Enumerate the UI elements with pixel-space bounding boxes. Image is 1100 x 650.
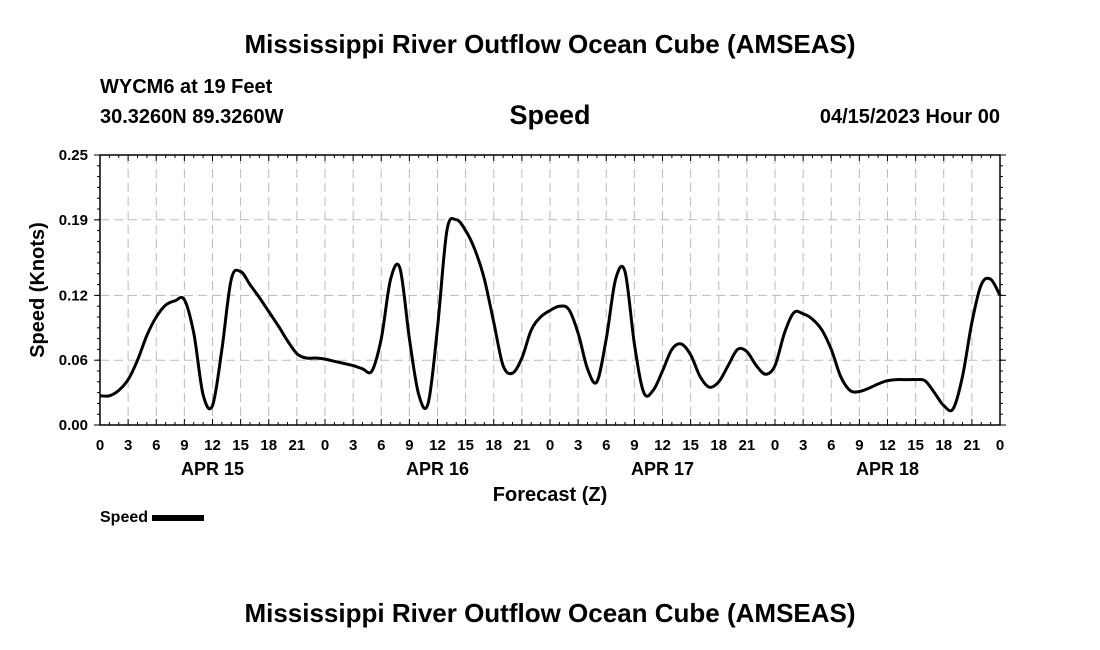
x-tick-label: 12: [654, 437, 671, 454]
x-tick-label: 15: [907, 437, 924, 454]
axis-ticks: [94, 154, 1006, 426]
x-tick-label: 15: [457, 437, 474, 454]
grid-lines: [100, 155, 1000, 425]
legend: Speed: [100, 509, 205, 527]
x-tick-label: 0: [96, 437, 104, 454]
day-label: APR 15: [181, 459, 244, 479]
x-tick-label: 12: [879, 437, 896, 454]
x-tick-label: 6: [827, 437, 835, 454]
x-tick-label: 3: [799, 437, 807, 454]
x-tick-label: 12: [204, 437, 221, 454]
x-tick-label: 21: [289, 437, 306, 454]
x-tick-label: 18: [260, 437, 277, 454]
x-tick-label: 0: [996, 437, 1004, 454]
day-labels: APR 15 APR 16 APR 17 APR 18: [181, 459, 919, 479]
chart-main-title: Mississippi River Outflow Ocean Cube (AM…: [244, 29, 856, 59]
x-tick-label: 3: [124, 437, 132, 454]
y-tick-label: 0.25: [59, 147, 88, 164]
day-label: APR 17: [631, 459, 694, 479]
y-tick-label: 0.06: [59, 352, 88, 369]
coordinates-label: 30.3260N 89.3260W: [100, 106, 284, 128]
station-label: WYCM6 at 19 Feet: [100, 76, 273, 98]
x-tick-label: 15: [682, 437, 699, 454]
x-tick-label: 0: [546, 437, 554, 454]
x-tick-label: 6: [602, 437, 610, 454]
y-tick-label: 0.19: [59, 212, 88, 229]
day-label: APR 18: [856, 459, 919, 479]
x-tick-label: 9: [405, 437, 413, 454]
x-axis-tick-labels: 0 3 6 9 12 15 18 21 0 3 6 9 12 15 18 21 0 3 6 9 12 15 18 21 0 3 6 9…: [96, 437, 1004, 454]
legend-swatch-speed: [152, 515, 205, 521]
series-line-speed: [99, 216, 1002, 413]
x-tick-label: 15: [232, 437, 249, 454]
x-tick-label: 0: [321, 437, 329, 454]
y-tick-label: 0.12: [59, 287, 88, 304]
forecast-datetime: 04/15/2023 Hour 00: [819, 106, 1000, 128]
x-tick-label: 6: [377, 437, 385, 454]
x-tick-label: 18: [710, 437, 727, 454]
chart-footer-title: Mississippi River Outflow Ocean Cube (AM…: [244, 598, 856, 628]
x-tick-label: 21: [514, 437, 531, 454]
x-tick-label: 18: [485, 437, 502, 454]
x-tick-label: 6: [152, 437, 160, 454]
x-tick-label: 21: [739, 437, 756, 454]
x-tick-label: 9: [180, 437, 188, 454]
x-tick-label: 12: [429, 437, 446, 454]
legend-label: Speed: [100, 509, 149, 526]
x-tick-label: 0: [771, 437, 779, 454]
x-tick-label: 3: [349, 437, 357, 454]
y-tick-label: 0.00: [59, 417, 88, 434]
x-axis-title: Forecast (Z): [493, 484, 607, 506]
x-tick-label: 21: [964, 437, 981, 454]
y-axis-title: Speed (Knots): [27, 222, 49, 358]
x-tick-label: 9: [855, 437, 863, 454]
day-label: APR 16: [406, 459, 469, 479]
x-tick-label: 9: [630, 437, 638, 454]
chart-metric-title: Speed: [509, 100, 591, 130]
y-axis-tick-labels: 0.00 0.06 0.12 0.19 0.25: [59, 147, 88, 434]
x-tick-label: 3: [574, 437, 582, 454]
x-tick-label: 18: [935, 437, 952, 454]
